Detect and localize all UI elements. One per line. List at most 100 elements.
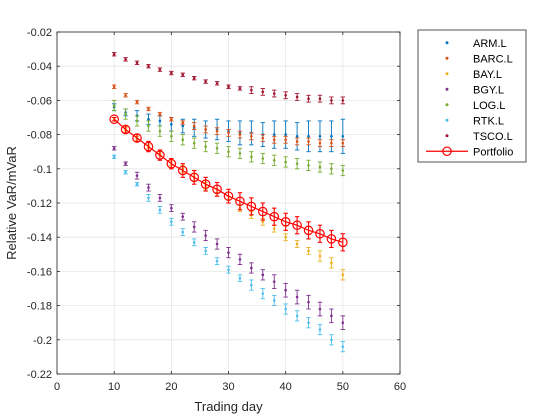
series-barc-l bbox=[111, 84, 346, 148]
y-tick-label: -0.14 bbox=[27, 232, 52, 244]
data-point bbox=[158, 129, 162, 133]
data-point bbox=[223, 191, 234, 201]
data-point bbox=[318, 141, 322, 145]
data-point bbox=[284, 160, 287, 164]
data-point bbox=[272, 227, 276, 230]
data-point bbox=[124, 58, 127, 61]
data-point bbox=[238, 258, 242, 261]
data-point bbox=[315, 228, 325, 239]
data-point bbox=[330, 99, 333, 102]
legend-marker bbox=[445, 118, 449, 122]
data-point bbox=[112, 146, 116, 150]
legend-item-rtk-l: RTK.L bbox=[445, 115, 504, 127]
data-point bbox=[284, 133, 287, 136]
data-point bbox=[204, 80, 207, 83]
legend-label: LOG.L bbox=[473, 100, 505, 112]
data-point bbox=[307, 300, 310, 304]
data-point bbox=[135, 100, 139, 104]
series-rtk-l bbox=[111, 154, 346, 353]
data-point bbox=[318, 97, 322, 100]
data-point bbox=[307, 140, 310, 143]
data-point bbox=[261, 90, 265, 94]
data-point bbox=[170, 220, 173, 224]
data-point bbox=[284, 307, 287, 311]
legend-item-bay-l: BAY.L bbox=[445, 69, 502, 81]
data-point bbox=[132, 133, 142, 143]
data-point bbox=[215, 129, 219, 133]
data-point bbox=[170, 206, 173, 210]
data-point bbox=[170, 135, 173, 138]
data-point bbox=[330, 135, 333, 138]
data-point bbox=[135, 119, 139, 123]
data-point bbox=[112, 104, 116, 107]
data-point bbox=[204, 145, 207, 148]
x-tick-label: 30 bbox=[222, 381, 234, 393]
data-point bbox=[204, 234, 207, 237]
data-point bbox=[326, 234, 337, 244]
data-point bbox=[330, 314, 333, 318]
data-point bbox=[330, 261, 333, 265]
data-point bbox=[192, 141, 196, 145]
y-tick-label: -0.1 bbox=[33, 164, 52, 176]
series-bgy-l bbox=[111, 146, 346, 330]
legend-item-portfolio: Portfolio bbox=[426, 146, 513, 158]
data-point bbox=[204, 249, 207, 253]
data-point bbox=[135, 182, 139, 186]
data-point bbox=[272, 158, 276, 162]
data-point bbox=[181, 73, 185, 77]
data-point bbox=[238, 276, 242, 280]
data-point bbox=[261, 220, 265, 224]
data-point bbox=[295, 242, 299, 246]
data-point bbox=[155, 150, 165, 160]
legend-marker bbox=[445, 56, 449, 60]
data-point bbox=[295, 140, 299, 143]
legend-marker bbox=[445, 87, 449, 91]
legend: ARM.L BARC.L BAY.L BGY.L LOG.L RTK.L TSCO.L Por… bbox=[417, 29, 527, 163]
y-tick-label: -0.02 bbox=[27, 27, 52, 39]
data-point bbox=[250, 135, 253, 138]
data-point bbox=[177, 165, 188, 176]
legend-marker bbox=[442, 146, 452, 157]
data-point bbox=[109, 114, 119, 125]
data-point bbox=[212, 184, 222, 195]
legend-label: ARM.L bbox=[473, 38, 507, 50]
data-point bbox=[124, 162, 127, 165]
y-tick-label: -0.22 bbox=[27, 369, 52, 381]
data-point bbox=[181, 121, 185, 124]
data-point bbox=[261, 292, 265, 295]
data-point bbox=[147, 124, 150, 128]
series-tsco-l bbox=[111, 52, 346, 105]
legend-label: BAY.L bbox=[473, 69, 502, 81]
y-tick-label: -0.18 bbox=[27, 301, 52, 313]
data-point bbox=[284, 288, 287, 292]
legend-label: BGY.L bbox=[473, 84, 504, 96]
data-point bbox=[341, 99, 345, 102]
y-tick-label: -0.16 bbox=[27, 266, 52, 278]
legend-item-log-l: LOG.L bbox=[445, 100, 505, 112]
x-axis-label: Trading day bbox=[194, 399, 263, 414]
data-point bbox=[272, 299, 276, 302]
x-tick-label: 20 bbox=[165, 381, 177, 393]
data-point bbox=[189, 172, 199, 183]
data-point bbox=[250, 88, 253, 92]
data-point bbox=[338, 237, 348, 248]
data-point bbox=[147, 186, 150, 189]
data-point bbox=[238, 87, 242, 90]
data-point bbox=[284, 93, 287, 97]
legend-item-tsco-l: TSCO.L bbox=[445, 131, 513, 143]
data-point bbox=[295, 295, 299, 299]
data-point bbox=[181, 138, 185, 142]
data-point bbox=[112, 85, 116, 89]
ticks bbox=[56, 31, 401, 375]
data-point bbox=[158, 119, 162, 123]
series-layer bbox=[109, 52, 348, 353]
data-point bbox=[280, 217, 291, 227]
data-point bbox=[284, 235, 287, 239]
data-point bbox=[147, 64, 150, 68]
data-point bbox=[227, 85, 230, 89]
data-point bbox=[307, 97, 310, 100]
data-point bbox=[295, 162, 299, 165]
data-point bbox=[215, 242, 219, 246]
data-point bbox=[192, 225, 196, 229]
